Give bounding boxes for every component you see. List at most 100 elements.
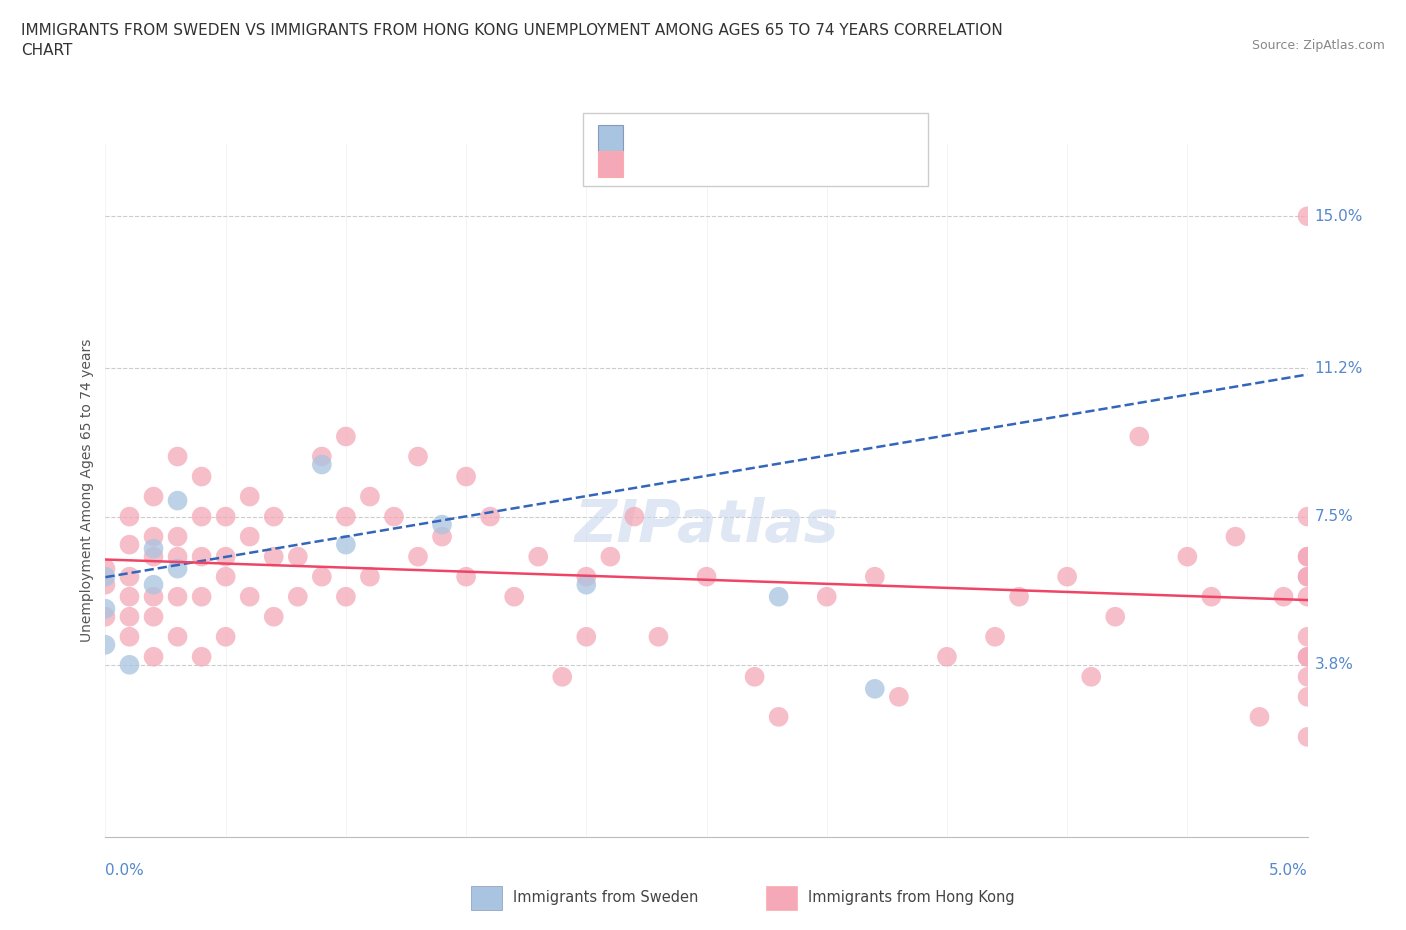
Point: [214, 550, 236, 565]
Point: [1296, 689, 1319, 704]
Y-axis label: Unemployment Among Ages 65 to 74 years: Unemployment Among Ages 65 to 74 years: [80, 339, 94, 643]
Point: [94, 609, 117, 624]
Point: [430, 517, 453, 532]
Point: [1296, 590, 1319, 604]
Point: [1296, 209, 1319, 224]
Point: [454, 469, 477, 484]
Text: 0.0%: 0.0%: [105, 863, 145, 878]
Point: [142, 609, 165, 624]
Text: N =: N =: [728, 156, 765, 171]
Point: [1272, 590, 1295, 604]
Point: [696, 569, 718, 584]
Point: [335, 509, 357, 524]
Point: [142, 578, 165, 592]
Point: [382, 509, 405, 524]
Point: [214, 509, 236, 524]
Point: [359, 489, 381, 504]
Text: 15.0%: 15.0%: [1315, 208, 1362, 224]
Text: IMMIGRANTS FROM SWEDEN VS IMMIGRANTS FROM HONG KONG UNEMPLOYMENT AMONG AGES 65 T: IMMIGRANTS FROM SWEDEN VS IMMIGRANTS FRO…: [21, 23, 1002, 58]
Point: [768, 710, 790, 724]
Point: [1056, 569, 1078, 584]
Point: [936, 649, 959, 664]
Text: 11.2%: 11.2%: [1315, 361, 1362, 376]
Point: [623, 509, 645, 524]
Point: [94, 569, 117, 584]
Point: [575, 578, 598, 592]
Point: [1296, 550, 1319, 565]
Point: [599, 550, 621, 565]
Point: [118, 658, 141, 672]
Point: [239, 590, 262, 604]
Point: [142, 550, 165, 565]
Point: [551, 670, 574, 684]
Point: [335, 538, 357, 552]
Point: [1175, 550, 1198, 565]
Point: [575, 569, 598, 584]
Point: [527, 550, 550, 565]
Text: 3.8%: 3.8%: [1315, 658, 1354, 672]
Point: [1104, 609, 1126, 624]
Point: [118, 569, 141, 584]
Text: R =: R =: [634, 156, 669, 171]
Point: [166, 493, 188, 508]
Point: [984, 630, 1007, 644]
Point: [239, 489, 262, 504]
Point: [142, 649, 165, 664]
Point: [94, 578, 117, 592]
Point: [263, 609, 285, 624]
Point: [479, 509, 502, 524]
Point: [287, 550, 309, 565]
Point: [647, 630, 669, 644]
Point: [1296, 630, 1319, 644]
Point: [1296, 670, 1319, 684]
Point: [118, 509, 141, 524]
Point: [1296, 569, 1319, 584]
Text: 90: 90: [763, 156, 786, 171]
Point: [359, 569, 381, 584]
Point: [815, 590, 838, 604]
Text: 7.5%: 7.5%: [1315, 509, 1354, 525]
Point: [863, 569, 886, 584]
Point: [406, 449, 429, 464]
Point: [190, 590, 212, 604]
Point: [118, 538, 141, 552]
Point: [166, 550, 188, 565]
Point: [94, 602, 117, 617]
Point: [239, 529, 262, 544]
Text: ZIPatlas: ZIPatlas: [574, 497, 839, 553]
Point: [190, 469, 212, 484]
Point: [311, 569, 333, 584]
Point: [166, 561, 188, 576]
Point: [1080, 670, 1102, 684]
Point: [1128, 429, 1150, 444]
Point: [311, 449, 333, 464]
Point: [214, 569, 236, 584]
Point: [335, 429, 357, 444]
Text: 15: 15: [763, 130, 786, 145]
Text: 0.252: 0.252: [666, 130, 717, 145]
Point: [406, 550, 429, 565]
Point: [1296, 649, 1319, 664]
Point: [744, 670, 766, 684]
Point: [768, 590, 790, 604]
Point: [263, 509, 285, 524]
Point: [94, 637, 117, 652]
Point: [575, 630, 598, 644]
Point: [214, 630, 236, 644]
Point: [118, 590, 141, 604]
Point: [1296, 569, 1319, 584]
Point: [190, 649, 212, 664]
Text: -0.008: -0.008: [666, 156, 724, 171]
Point: [1296, 509, 1319, 524]
Text: 5.0%: 5.0%: [1268, 863, 1308, 878]
Point: [503, 590, 526, 604]
Point: [166, 529, 188, 544]
Point: [335, 590, 357, 604]
Point: [142, 541, 165, 556]
Text: R =: R =: [634, 130, 669, 145]
Point: [430, 529, 453, 544]
Point: [454, 569, 477, 584]
Point: [1296, 649, 1319, 664]
Point: [142, 529, 165, 544]
Text: N =: N =: [728, 130, 765, 145]
